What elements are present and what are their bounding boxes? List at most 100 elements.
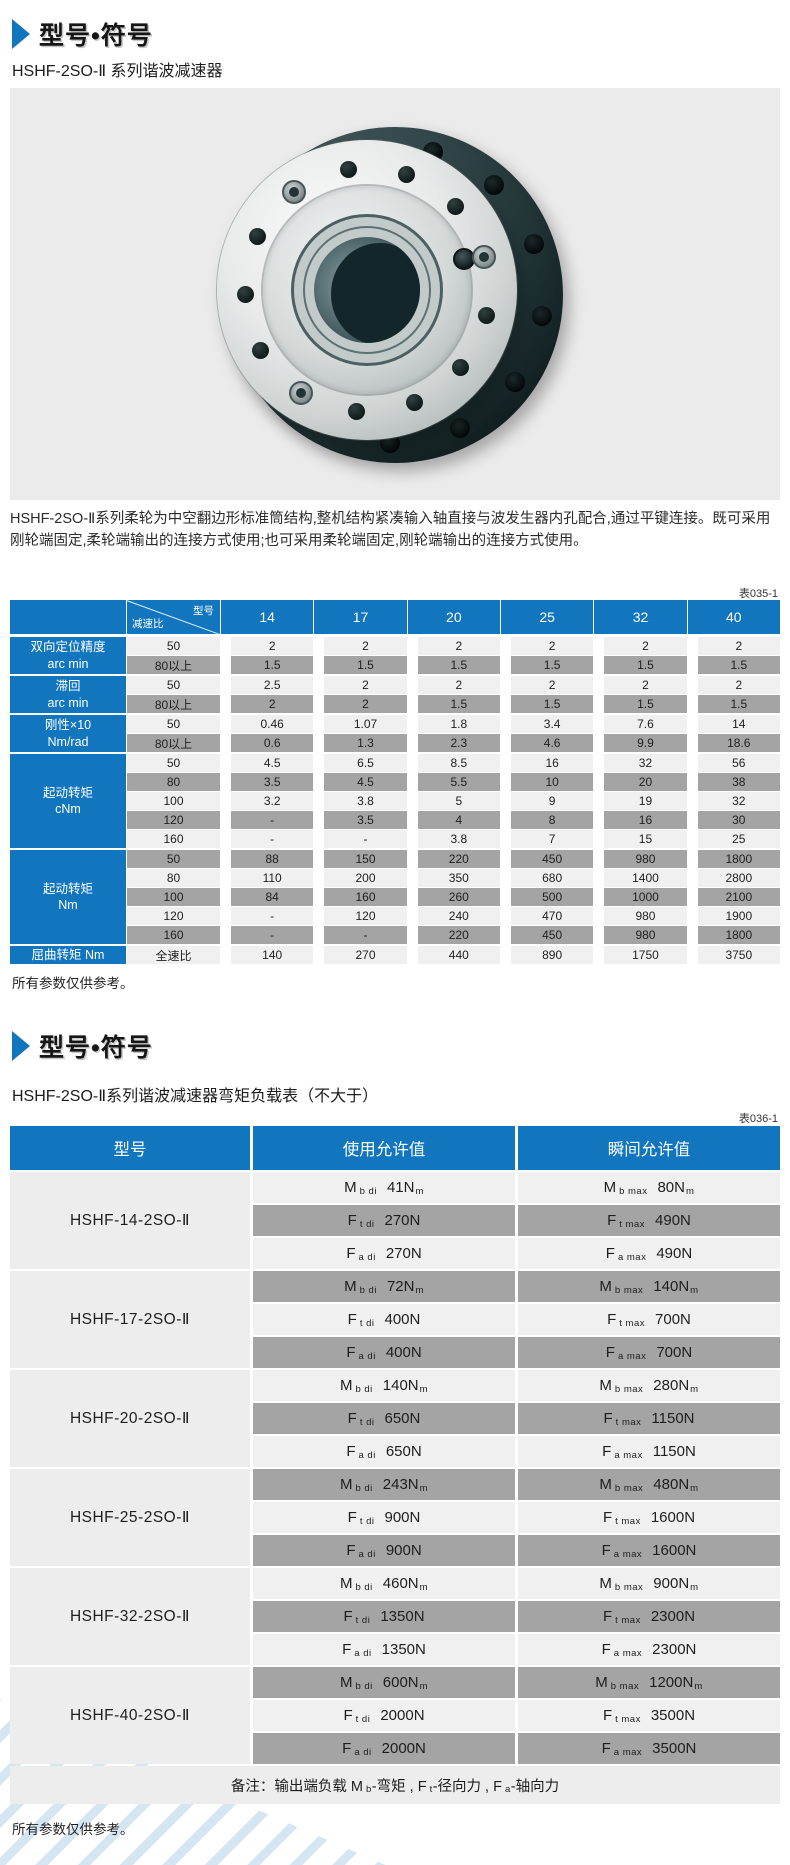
spec-value-cell: 2 bbox=[510, 676, 594, 694]
spec-model-column-header: 20 bbox=[407, 600, 500, 634]
spec-value-cell: 7.6 bbox=[604, 715, 687, 733]
spec-value-cell: 38 bbox=[697, 773, 780, 791]
spec-value-cell: 680 bbox=[510, 869, 594, 887]
spec-value-cell: 260 bbox=[417, 888, 500, 906]
spec-value-cell: 2.5 bbox=[231, 676, 314, 694]
spec-value-cell: 1.07 bbox=[324, 715, 407, 733]
bolt-hole-icon bbox=[248, 228, 266, 246]
spec-value-cell: 350 bbox=[417, 869, 500, 887]
spec-table-row: 120-120 240 470 980 1900 bbox=[127, 907, 780, 925]
section1-note: 所有参数仅供参考。 bbox=[12, 976, 134, 991]
spec-value-cell: 32 bbox=[604, 754, 687, 772]
model-cell: HSHF-17-2SO-Ⅱ bbox=[10, 1271, 250, 1368]
bolt-hole-icon bbox=[477, 306, 495, 324]
spec-value-cell: 0.46 bbox=[231, 715, 314, 733]
spec-value-cell: 8 bbox=[510, 811, 594, 829]
flange-screw bbox=[472, 244, 497, 269]
bolt-hole-icon bbox=[236, 285, 254, 303]
bolt-hole-icon bbox=[405, 394, 423, 412]
spec-table-group: 起动转矩 cNm 50 4.5 6.5 8.5 16 32 56 80 3.5 4.5 5.5 10 20 3… bbox=[10, 754, 780, 848]
spec-value-cell: 30 bbox=[697, 811, 780, 829]
spec-value-cell: - bbox=[231, 907, 314, 925]
spec-value-cell: 8.5 bbox=[417, 754, 500, 772]
spec-value-cell: 2 bbox=[697, 676, 780, 694]
spec-value-cell: - bbox=[231, 811, 314, 829]
spec-value-cell: - bbox=[231, 926, 314, 944]
spec-ratio-cell: 160 bbox=[127, 830, 220, 848]
spec-value-cell: 1900 bbox=[697, 907, 780, 925]
section1-title: 型号•符号 bbox=[39, 22, 153, 50]
spec-value-cell: 1.5 bbox=[231, 656, 314, 674]
spec-value-cell: 1.5 bbox=[324, 656, 407, 674]
allowed-value-column-header: 使用允许值 bbox=[253, 1126, 515, 1170]
spec-value-cell: 150 bbox=[324, 850, 407, 868]
product-image bbox=[10, 88, 780, 500]
spec-ratio-cell: 120 bbox=[127, 907, 220, 925]
spec-value-cell: - bbox=[324, 830, 407, 848]
spec-value-cell: 440 bbox=[417, 946, 500, 964]
spec-ratio-cell: 100 bbox=[127, 792, 220, 810]
spec-value-cell: 220 bbox=[417, 850, 500, 868]
spec-value-cell: 500 bbox=[510, 888, 594, 906]
spec-value-cell: 270 bbox=[324, 946, 407, 964]
spec-value-cell: 6.5 bbox=[324, 754, 407, 772]
bolt-hole-icon bbox=[252, 341, 270, 359]
spec-value-cell: 18.6 bbox=[697, 734, 780, 752]
spec-value-cell: 16 bbox=[604, 811, 687, 829]
spec-value-cell: 3.2 bbox=[231, 792, 314, 810]
spec-header-diagonal-cell: 型号 减速比 bbox=[127, 600, 220, 634]
model-cell: HSHF-14-2SO-Ⅱ bbox=[10, 1172, 250, 1269]
spec-ratio-cell: 50 bbox=[127, 754, 220, 772]
spec-value-cell: 2 bbox=[324, 676, 407, 694]
spec-ratio-cell: 80以上 bbox=[127, 656, 220, 674]
spec-value-cell: 1.5 bbox=[604, 656, 687, 674]
spec-value-cell: 1800 bbox=[697, 926, 780, 944]
spec-table-group: 滞回 arc min 50 2.5 2 2 2 2 2 80以上 2 2 1.5 1.5 1.5 1.5 bbox=[10, 676, 780, 713]
spec-ratio-cell: 80 bbox=[127, 869, 220, 887]
spec-ratio-cell: 50 bbox=[127, 676, 220, 694]
bolt-hole-icon bbox=[339, 160, 357, 178]
spec-table-group: 刚性×10 Nm/rad 50 0.46 1.07 1.8 3.4 7.6 14 80以上 0.6 1… bbox=[10, 715, 780, 752]
table2-label: 表036-1 bbox=[738, 1113, 778, 1125]
spec-value-cell: 2 bbox=[324, 695, 407, 713]
spec-ratio-cell: 全速比 bbox=[127, 946, 220, 964]
reducer-center-bore bbox=[314, 237, 420, 343]
spec-table-row: 全速比 140 270 440 890 1750 3750 bbox=[127, 946, 780, 964]
spec-value-cell: 2 bbox=[231, 637, 314, 655]
spec-value-cell: 2100 bbox=[697, 888, 780, 906]
spec-table-row: 80 3.5 4.5 5.5 10 20 38 bbox=[127, 773, 780, 791]
section1-subtitle: HSHF-2SO-Ⅱ 系列谐波减速器 bbox=[12, 63, 223, 80]
spec-value-cell: 4.5 bbox=[231, 754, 314, 772]
spec-value-cell: 2 bbox=[324, 637, 407, 655]
spec-value-cell: 3.5 bbox=[231, 773, 314, 791]
spec-value-cell: 980 bbox=[604, 926, 687, 944]
reducer-front-flange bbox=[217, 140, 517, 440]
spec-value-cell: 3.4 bbox=[510, 715, 594, 733]
